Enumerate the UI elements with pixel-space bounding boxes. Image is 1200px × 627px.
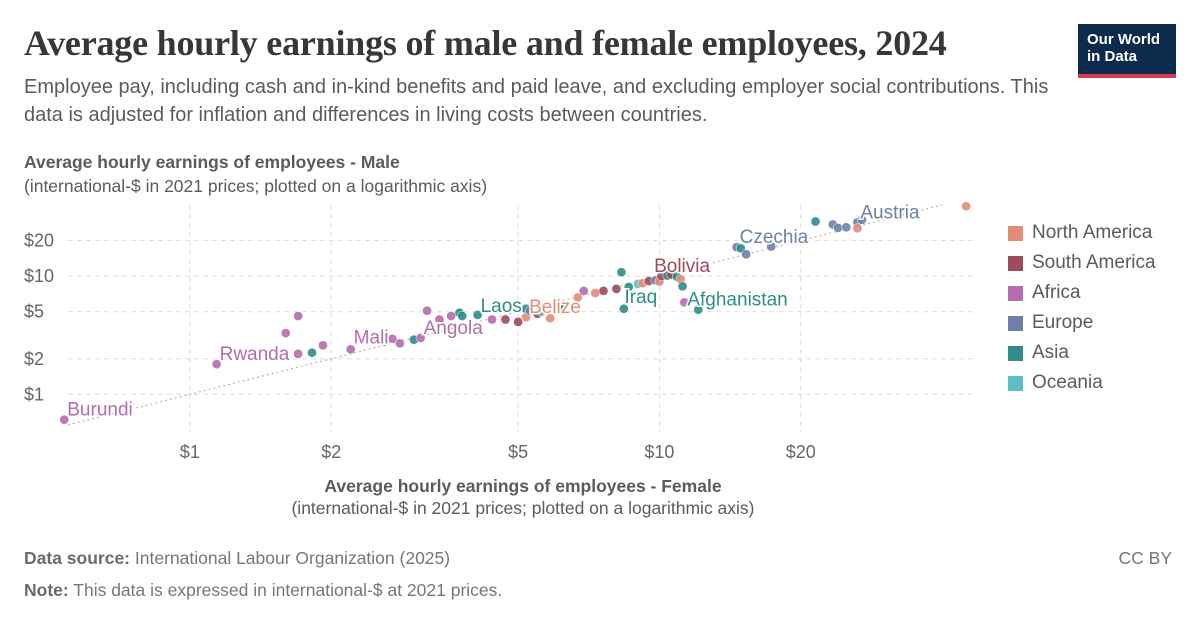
point-label: Burundi (67, 400, 133, 421)
data-source-label: Data source: (24, 548, 130, 568)
point-label: Rwanda (220, 344, 290, 365)
x-axis-subtitle: (international-$ in 2021 prices; plotted… (0, 498, 1046, 519)
data-point (294, 311, 303, 320)
point-label: Afghanistan (687, 290, 787, 311)
point-label: Austria (860, 202, 920, 223)
legend-label: Oceania (1032, 372, 1103, 394)
data-source-text[interactable]: International Labour Organization (2025) (135, 548, 450, 568)
legend-swatch (1008, 286, 1023, 301)
data-point (307, 348, 316, 357)
legend-swatch (1008, 316, 1023, 331)
data-point (612, 284, 621, 293)
data-point (678, 282, 687, 291)
x-tick-label: $10 (644, 442, 674, 462)
data-point (294, 349, 303, 358)
legend-label: North America (1032, 222, 1152, 244)
license[interactable]: CC BY (1119, 548, 1172, 569)
point-label: Belize (529, 297, 581, 318)
data-point (833, 223, 842, 232)
x-axis-title: Average hourly earnings of employees - F… (0, 476, 1046, 497)
legend-label: Europe (1032, 312, 1093, 334)
data-point (591, 288, 600, 297)
data-point (842, 223, 851, 232)
data-point (395, 339, 404, 348)
data-point (811, 217, 820, 226)
data-point (318, 341, 327, 350)
note-text: This data is expressed in international-… (73, 580, 502, 600)
y-tick-label: $10 (24, 266, 54, 286)
legend-swatch (1008, 226, 1023, 241)
legend-item[interactable]: Africa (1008, 278, 1156, 308)
legend-swatch (1008, 376, 1023, 391)
data-point (579, 286, 588, 295)
x-tick-label: $2 (321, 442, 341, 462)
point-label: Mali (354, 327, 389, 348)
legend-item[interactable]: South America (1008, 248, 1156, 278)
x-tick-label: $1 (180, 442, 200, 462)
legend-item[interactable]: Europe (1008, 308, 1156, 338)
data-point (617, 268, 626, 277)
legend-item[interactable]: Asia (1008, 338, 1156, 368)
point-label: Iraq (624, 287, 657, 308)
y-tick-label: $5 (24, 302, 44, 322)
legend-label: Africa (1032, 282, 1081, 304)
data-point (853, 224, 862, 233)
data-point (742, 250, 751, 259)
legend: North America South America Africa Europe As… (1008, 218, 1156, 398)
data-point (599, 286, 608, 295)
data-point (513, 317, 522, 326)
x-tick-label: $20 (786, 442, 816, 462)
legend-item[interactable]: Oceania (1008, 368, 1156, 398)
data-point (281, 328, 290, 337)
legend-label: Asia (1032, 342, 1069, 364)
y-tick-label: $1 (24, 384, 44, 404)
point-label: Angola (424, 318, 484, 339)
data-point (422, 306, 431, 315)
legend-item[interactable]: North America (1008, 218, 1156, 248)
y-tick-label: $20 (24, 231, 54, 251)
legend-swatch (1008, 346, 1023, 361)
legend-swatch (1008, 256, 1023, 271)
point-label: Laos (481, 296, 522, 317)
data-note: Note: This data is expressed in internat… (24, 580, 502, 601)
point-label: Czechia (740, 227, 809, 248)
note-label: Note: (24, 580, 69, 600)
y-tick-label: $2 (24, 349, 44, 369)
legend-label: South America (1032, 252, 1156, 274)
data-point (962, 202, 971, 211)
x-tick-label: $5 (508, 442, 528, 462)
point-label: Bolivia (654, 256, 710, 277)
data-source: Data source: International Labour Organi… (24, 548, 450, 569)
